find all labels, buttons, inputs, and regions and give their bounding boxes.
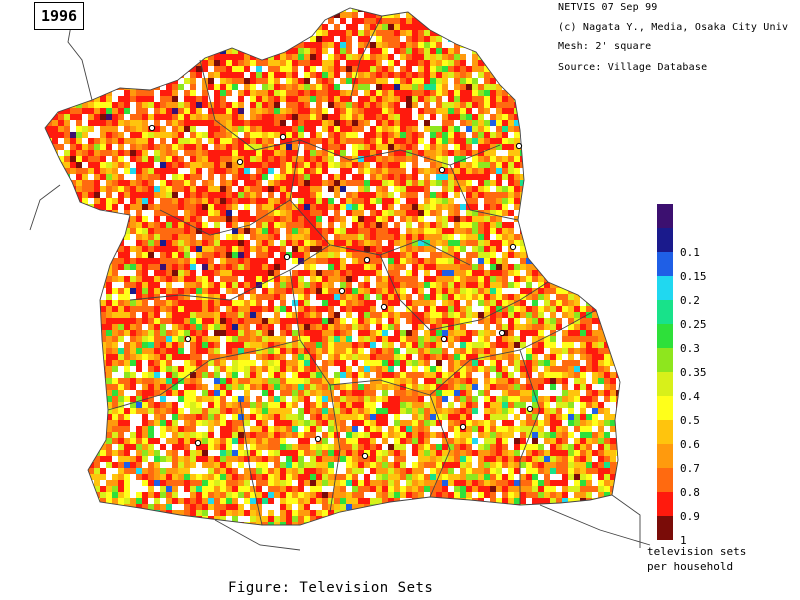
legend-swatch — [657, 516, 673, 540]
legend-swatch — [657, 492, 673, 516]
copyright-text: (c) Nagata Y., Media, Osaka City Univ — [558, 22, 789, 33]
legend-label: 0.5 — [680, 414, 700, 427]
legend-swatch — [657, 324, 673, 348]
legend-label: 0.9 — [680, 510, 700, 523]
source-text: Source: Village Database — [558, 62, 708, 73]
figure-caption: Figure: Television Sets — [228, 580, 434, 596]
legend-label: 0.35 — [680, 366, 707, 379]
legend-label: 0.2 — [680, 294, 700, 307]
legend-label: 0.15 — [680, 270, 707, 283]
legend-swatch — [657, 300, 673, 324]
legend-label: 0.4 — [680, 390, 700, 403]
legend-label: 0.3 — [680, 342, 700, 355]
legend-swatch — [657, 444, 673, 468]
legend-swatch — [657, 420, 673, 444]
year-label: 1996 — [34, 2, 84, 30]
legend-title: television sets — [647, 545, 747, 558]
legend-swatch — [657, 468, 673, 492]
legend-swatch — [657, 228, 673, 252]
legend-swatch — [657, 252, 673, 276]
legend-label: 0.1 — [680, 246, 700, 259]
legend-label: 1 — [680, 534, 687, 547]
legend-label: 0.8 — [680, 486, 700, 499]
software-credit: NETVIS 07 Sep 99 — [558, 2, 658, 13]
legend-label: 0.6 — [680, 438, 700, 451]
legend-swatch — [657, 372, 673, 396]
legend-subtitle: per household — [647, 560, 734, 573]
legend-label: 0.25 — [680, 318, 707, 331]
legend-swatch — [657, 396, 673, 420]
legend-swatch — [657, 348, 673, 372]
legend-swatch — [657, 276, 673, 300]
legend-label: 0.7 — [680, 462, 700, 475]
mesh-size-text: Mesh: 2' square — [558, 41, 652, 52]
legend-swatch — [657, 204, 673, 228]
